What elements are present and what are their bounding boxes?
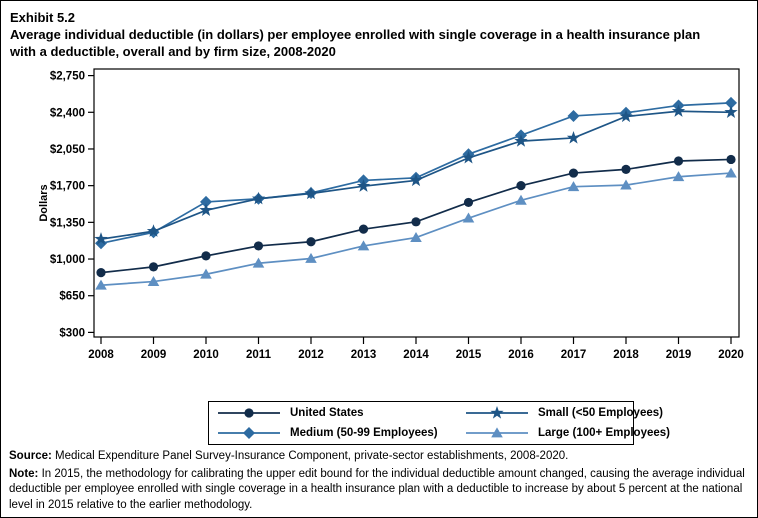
- triangle-marker-large-100-employees: [410, 231, 422, 242]
- legend-item-united-states: United States: [217, 404, 465, 423]
- triangle-marker-large-100-employees: [725, 167, 737, 178]
- x-tick-label: 2008: [88, 349, 114, 361]
- x-tick-label: 2019: [666, 349, 692, 361]
- diamond-legend-marker: [243, 427, 255, 439]
- diamond-marker-medium-50-99-employees: [725, 96, 737, 109]
- y-axis-title: Dollars: [38, 184, 50, 221]
- series-line-large-100-employees: [100, 172, 732, 287]
- star-marker-small-50-employees: [94, 232, 108, 245]
- circle-marker-united-states: [463, 197, 474, 208]
- star-marker-small-50-employees: [146, 224, 161, 237]
- triangle-marker-large-100-employees: [515, 194, 527, 205]
- x-tick-label: 2012: [298, 349, 324, 361]
- y-tick-label: $1,000: [50, 254, 85, 266]
- triangle-marker-large-100-employees: [620, 179, 632, 190]
- star-marker-small-50-employees: [251, 191, 266, 205]
- legend-label-small-50-employees: Small (<50 Employees): [538, 407, 663, 419]
- circle-marker-united-states: [516, 181, 526, 191]
- triangle-marker-large-100-employees: [357, 240, 370, 251]
- y-tick-label: $2,050: [50, 144, 85, 156]
- exhibit-label: Exhibit 5.2: [10, 10, 76, 25]
- chart-title: Average individual deductible (in dollar…: [10, 26, 746, 60]
- star-marker-small-50-employees: [619, 109, 633, 123]
- chart-title-line-1: Average individual deductible (in dollar…: [10, 27, 701, 42]
- star-marker-small-50-employees: [356, 179, 371, 192]
- diamond-marker-medium-50-99-employees: [567, 109, 580, 122]
- circle-marker-united-states: [253, 241, 264, 251]
- x-tick-label: 2011: [246, 349, 272, 361]
- source-note: Source: Medical Expenditure Panel Survey…: [9, 449, 753, 465]
- star-marker-small-50-employees: [304, 186, 318, 200]
- triangle-marker-large-100-employees: [672, 171, 685, 182]
- x-tick-label: 2013: [351, 349, 377, 361]
- x-tick-label: 2014: [403, 349, 429, 361]
- legend-label-large-100-employees: Large (100+ Employees): [538, 427, 670, 439]
- circle-marker-united-states: [358, 224, 369, 234]
- plot-svg: $300 $650 $1,000 $1,350 $1,700 $2,050 $2,400 $2…: [38, 68, 744, 361]
- triangle-marker-large-100-employees: [200, 268, 212, 279]
- methodology-note: Note: In 2015, the methodology for calib…: [9, 467, 753, 514]
- circle-marker-united-states: [411, 217, 421, 227]
- triangle-legend-icon: [466, 427, 528, 438]
- diamond-legend-icon: [218, 427, 280, 439]
- title-block: Exhibit 5.2 Average individual deductibl…: [10, 9, 746, 60]
- triangle-marker-large-100-employees: [462, 212, 475, 223]
- x-tick-label: 2009: [141, 349, 167, 361]
- y-tick-label: $1,700: [50, 181, 85, 193]
- source-label: Source:: [9, 450, 52, 462]
- x-tick-label: 2016: [508, 349, 534, 361]
- triangle-marker-large-100-employees: [305, 252, 317, 263]
- star-marker-small-50-employees: [409, 173, 423, 187]
- star-marker-small-50-employees: [199, 203, 213, 216]
- legend-item-small-50-employees: Small (<50 Employees): [465, 404, 670, 423]
- y-tick-label: $1,350: [50, 217, 85, 229]
- chart-title-line-2: with a deductible, overall and by firm s…: [10, 44, 336, 59]
- circle-legend-icon: [218, 408, 280, 418]
- note-label: Note:: [9, 467, 39, 480]
- note-text: In 2015, the methodology for calibrating…: [9, 467, 745, 511]
- triangle-marker-large-100-employees: [147, 275, 160, 286]
- triangle-marker-large-100-employees: [95, 279, 107, 290]
- y-tick-label: $650: [59, 291, 85, 303]
- x-tick-label: 2017: [561, 349, 587, 361]
- legend-box: United States Small (<50 Employees) Medium…: [208, 401, 670, 445]
- legend-item-medium-50-99-employees: Medium (50-99 Employees): [217, 424, 465, 443]
- circle-legend-marker: [244, 408, 254, 418]
- circle-marker-united-states: [148, 262, 159, 272]
- legend-item-large-100-employees: Large (100+ Employees): [465, 424, 670, 443]
- circle-marker-united-states: [306, 237, 316, 247]
- star-marker-small-50-employees: [566, 130, 581, 144]
- diamond-marker-medium-50-99-employees: [95, 237, 107, 250]
- legend-label-united-states: United States: [290, 407, 364, 419]
- y-tick-label: $2,400: [50, 107, 85, 119]
- circle-marker-united-states: [568, 168, 579, 178]
- triangle-marker-large-100-employees: [252, 257, 265, 268]
- diamond-marker-medium-50-99-employees: [200, 195, 212, 208]
- star-legend-marker: [490, 406, 504, 419]
- circle-marker-united-states: [673, 156, 684, 166]
- circle-marker-united-states: [726, 154, 736, 165]
- star-legend-icon: [466, 406, 528, 419]
- x-tick-label: 2015: [456, 349, 482, 361]
- y-tick-label: $2,750: [50, 71, 85, 83]
- x-tick-label: 2018: [613, 349, 639, 361]
- triangle-legend-marker: [491, 427, 503, 438]
- footnotes: Source: Medical Expenditure Panel Survey…: [9, 449, 753, 513]
- source-text: Medical Expenditure Panel Survey-Insuran…: [51, 450, 569, 462]
- star-marker-small-50-employees: [724, 105, 738, 118]
- circle-marker-united-states: [96, 268, 106, 278]
- legend-label-medium-50-99-employees: Medium (50-99 Employees): [290, 427, 438, 439]
- triangle-marker-large-100-employees: [567, 181, 580, 192]
- star-marker-small-50-employees: [671, 104, 686, 117]
- y-tick-label: $300: [59, 327, 85, 339]
- plot-frame: [93, 68, 740, 338]
- star-marker-small-50-employees: [461, 150, 476, 164]
- x-tick-label: 2020: [718, 349, 744, 361]
- circle-marker-united-states: [201, 251, 211, 261]
- star-marker-small-50-employees: [514, 134, 528, 147]
- circle-marker-united-states: [621, 164, 631, 175]
- x-tick-label: 2010: [193, 349, 219, 361]
